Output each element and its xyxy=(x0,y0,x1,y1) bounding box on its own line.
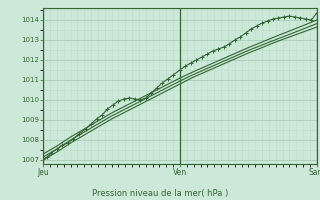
Text: Pression niveau de la mer( hPa ): Pression niveau de la mer( hPa ) xyxy=(92,189,228,198)
